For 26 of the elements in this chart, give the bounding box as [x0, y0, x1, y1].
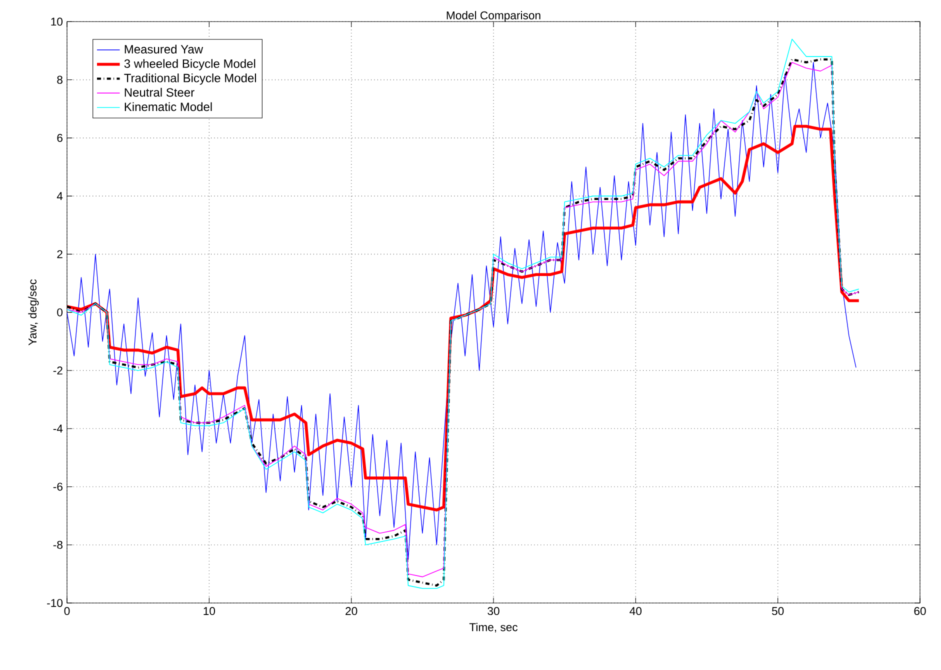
- legend-label: Neutral Steer: [124, 88, 194, 97]
- x-tick-label: 0: [64, 607, 70, 616]
- y-tick-label: -8: [53, 540, 62, 549]
- legend-label: Kinematic Model: [124, 102, 212, 112]
- x-tick-label: 50: [772, 607, 784, 616]
- x-axis-title: Time, sec: [469, 622, 518, 633]
- y-axis-title: Yaw, deg/sec: [28, 279, 39, 346]
- y-tick-label: -6: [53, 482, 62, 491]
- y-tick-label: 10: [51, 18, 63, 26]
- y-tick-label: -2: [53, 366, 62, 374]
- x-tick-label: 60: [914, 607, 926, 616]
- x-tick-label: 20: [346, 607, 358, 616]
- chart-title: Model Comparison: [446, 11, 540, 22]
- x-tick-label: 30: [488, 607, 500, 616]
- x-tick-label: 10: [204, 607, 216, 616]
- y-tick-label: -10: [47, 598, 63, 607]
- legend-label: Traditional Bicycle Model: [124, 73, 256, 85]
- x-tick-label: 40: [630, 607, 642, 616]
- y-tick-label: 6: [57, 134, 62, 142]
- y-tick-label: 4: [56, 192, 63, 200]
- legend-label: Measured Yaw: [124, 44, 204, 54]
- legend-label: 3 wheeled Bicycle Model: [124, 59, 256, 70]
- y-tick-label: 2: [57, 250, 62, 258]
- y-tick-label: 0: [57, 308, 63, 316]
- y-tick-label: -4: [53, 424, 63, 432]
- y-tick-label: 8: [57, 76, 62, 84]
